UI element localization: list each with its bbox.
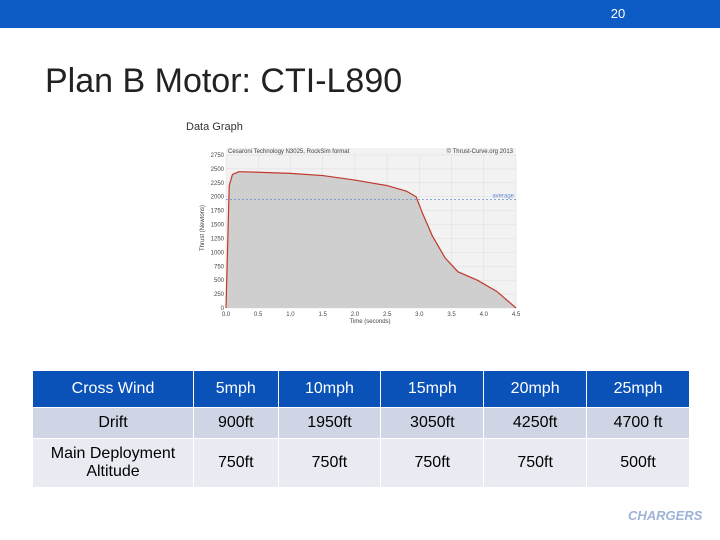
table-cell: 750ft: [380, 438, 485, 488]
header-cell: 20mph: [483, 370, 588, 408]
x-tick-label: 0.5: [254, 312, 263, 318]
chart: Data Graph Cesaroni Technology N3025, Ro…: [186, 121, 524, 326]
x-tick-label: 0.0: [222, 312, 231, 318]
chart-title: Data Graph: [186, 121, 243, 133]
y-tick-label: 250: [214, 292, 225, 298]
x-tick-label: 1.0: [286, 312, 295, 318]
header-cell: Cross Wind: [32, 370, 194, 408]
y-tick-label: 1750: [211, 209, 225, 215]
y-tick-label: 1000: [211, 250, 225, 256]
y-tick-label: 0: [221, 306, 225, 312]
table-cell: Drift: [32, 407, 194, 439]
x-tick-label: 3.0: [415, 312, 424, 318]
x-tick-label: 4.0: [480, 312, 489, 318]
table-cell: Main Deployment Altitude: [32, 438, 194, 488]
table-row: Main Deployment Altitude 750ft 750ft 750ft 7…: [32, 438, 690, 488]
x-axis-label: Time (seconds): [349, 319, 390, 325]
header-cell: 10mph: [277, 370, 382, 408]
x-tick-label: 3.5: [447, 312, 456, 318]
y-tick-label: 2500: [211, 167, 225, 173]
chart-subtitle: Cesaroni Technology N3025, RockSim forma…: [228, 149, 350, 155]
thrust-line: [225, 171, 517, 309]
table-cell: 750ft: [277, 438, 382, 488]
y-tick-label: 2250: [211, 181, 225, 187]
x-tick-label: 2.5: [383, 312, 392, 318]
page-number: 20: [610, 6, 626, 21]
thrust-area: [226, 171, 516, 308]
table-cell: 4700 ft: [586, 407, 690, 439]
chart-credit: © Thrust-Curve.org 2013: [447, 148, 514, 155]
header-cell: 5mph: [193, 370, 279, 408]
table-cell: 4250ft: [483, 407, 588, 439]
table-cell: 900ft: [193, 407, 279, 439]
y-tick-label: 1500: [211, 223, 225, 229]
table-cell: 500ft: [586, 438, 690, 488]
data-table: Cross Wind 5mph 10mph 15mph 20mph 25mph Drift 9…: [32, 370, 690, 488]
table-cell: 3050ft: [380, 407, 485, 439]
y-tick-label: 1250: [211, 236, 225, 242]
header-cell: 15mph: [380, 370, 485, 408]
average-label: average: [492, 194, 514, 200]
table-row: Cross Wind 5mph 10mph 15mph 20mph 25mph: [32, 370, 690, 408]
logo: CHARGERS: [628, 508, 703, 523]
table-row: Drift 900ft 1950ft 3050ft 4250ft 4700 ft: [32, 407, 690, 439]
x-tick-label: 1.5: [318, 312, 327, 318]
y-tick-label: 2000: [211, 195, 225, 201]
x-tick-label: 2.0: [351, 312, 360, 318]
table-cell: 750ft: [483, 438, 588, 488]
header-cell: 25mph: [586, 370, 690, 408]
y-tick-label: 750: [214, 264, 225, 270]
x-tick-label: 4.5: [512, 312, 521, 318]
table-cell: 750ft: [193, 438, 279, 488]
table-cell: 1950ft: [277, 407, 382, 439]
y-tick-label: 2750: [211, 153, 225, 159]
top-bar: [0, 0, 720, 28]
y-tick-label: 500: [214, 278, 225, 284]
slide-title: Plan B Motor: CTI-L890: [45, 62, 403, 100]
y-axis-label: Thrust (Newtons): [200, 205, 206, 251]
